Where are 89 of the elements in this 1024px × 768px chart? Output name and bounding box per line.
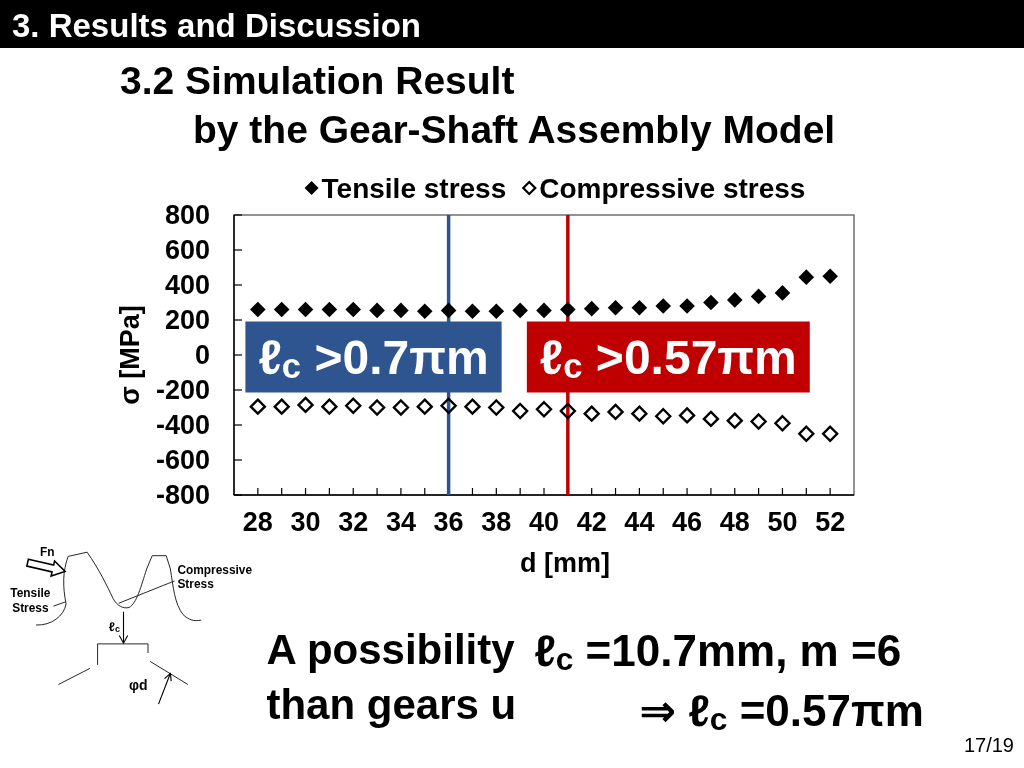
x-tick-label: 50 [767,507,798,537]
x-tick-label: 28 [242,507,273,537]
text: Fn [39,544,55,559]
x-tick-label: 34 [385,507,416,537]
point [655,408,672,425]
text: φd [129,677,148,694]
point [678,407,696,424]
point [583,300,600,317]
y-tick-label: -600 [155,445,210,475]
x-tick-label: 46 [672,507,703,537]
text: A possibility than gears u [266,626,517,728]
point [416,398,433,415]
point [607,403,624,421]
x-axis-title: d [mm] [520,548,610,578]
legend-label: Compressive stress [539,172,806,204]
point [679,298,695,314]
text: 3. Results and Discussion [12,7,421,44]
point [559,402,577,420]
point [297,301,314,318]
point [345,301,362,318]
point [416,303,433,320]
y-tick-label: 0 [194,340,210,370]
y-tick-label: -800 [155,480,210,510]
point [250,301,266,318]
point [511,402,529,420]
text: 17/19 [963,734,1014,756]
text: ℓ$_{c}$ =10.7mm, m =6 [534,626,902,677]
x-tick-label: 48 [719,507,750,537]
x-tick-label: 30 [290,507,321,537]
point [536,302,552,319]
ref-line-label: ℓ$_{c}$ >0.7πm [258,331,489,385]
point [822,268,838,285]
point [703,294,719,311]
point [821,425,839,442]
point [512,302,528,319]
point [440,302,457,319]
y-tick-label: -200 [155,375,210,405]
y-tick-label: 600 [164,235,210,265]
x-tick-label: 42 [576,507,607,537]
x-tick-label: 36 [433,507,464,537]
point [273,301,290,318]
point [726,292,743,308]
point [798,269,815,285]
text: ℓc [108,620,120,635]
point [249,398,267,415]
point [488,399,505,416]
point [321,301,338,318]
point [702,410,720,428]
point [774,415,791,432]
text: Compressive Stress [177,562,253,591]
x-tick-label: 32 [338,507,369,537]
y-tick-label: 200 [164,305,210,335]
point [273,398,290,415]
point [297,396,314,414]
point [774,285,791,301]
x-tick-label: 38 [481,507,512,537]
point [655,298,672,314]
point [392,399,410,416]
point [368,399,386,416]
ref-line-label: ℓ$_{c}$ >0.57πm [539,331,797,385]
point [750,413,767,430]
point [535,401,553,418]
point [631,405,648,422]
point [464,398,481,415]
point [321,398,338,415]
x-tick-label: 52 [815,507,846,537]
point [369,302,385,319]
point [560,301,576,318]
point [440,397,457,414]
x-tick-label: 44 [624,507,655,537]
text: Tensile Stress [10,586,51,615]
point [488,303,505,320]
point [631,299,648,316]
y-axis-title: σ [MPa] [115,305,145,405]
legend-label: Tensile stress [321,172,507,204]
point [393,302,409,319]
point [607,299,624,316]
chart-title: 3.2 Simulation Result by the Gear-Shaft Assembly Model [120,59,836,151]
point [464,303,481,320]
point [726,412,743,429]
text: ⇒ ℓ$_{c}$ =0.57πm [639,686,924,737]
y-tick-label: -400 [155,410,210,440]
point [798,425,815,442]
point [583,405,600,422]
y-tick-label: 400 [164,270,210,300]
point [750,288,767,305]
x-tick-label: 40 [528,507,560,537]
point [345,397,362,414]
y-tick-label: 800 [164,200,210,230]
